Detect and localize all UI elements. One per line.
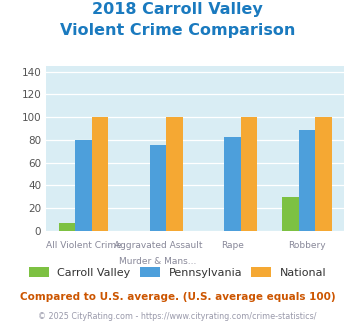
Bar	[75, 140, 92, 231]
Text: Murder & Mans...: Murder & Mans...	[119, 257, 197, 266]
Text: Compared to U.S. average. (U.S. average equals 100): Compared to U.S. average. (U.S. average …	[20, 292, 335, 302]
Text: Robbery: Robbery	[288, 241, 326, 250]
Bar	[166, 117, 182, 231]
Bar	[241, 117, 257, 231]
Text: All Violent Crime: All Violent Crime	[45, 241, 121, 250]
Bar	[92, 117, 108, 231]
Text: © 2025 CityRating.com - https://www.cityrating.com/crime-statistics/: © 2025 CityRating.com - https://www.city…	[38, 312, 317, 321]
Bar	[315, 117, 332, 231]
Text: Violent Crime Comparison: Violent Crime Comparison	[60, 23, 295, 38]
Text: Aggravated Assault: Aggravated Assault	[114, 241, 202, 250]
Bar	[59, 223, 75, 231]
Legend: Carroll Valley, Pennsylvania, National: Carroll Valley, Pennsylvania, National	[24, 263, 331, 282]
Bar	[299, 130, 315, 231]
Bar	[150, 145, 166, 231]
Bar	[283, 197, 299, 231]
Text: 2018 Carroll Valley: 2018 Carroll Valley	[92, 2, 263, 16]
Bar	[224, 137, 241, 231]
Text: Rape: Rape	[221, 241, 244, 250]
